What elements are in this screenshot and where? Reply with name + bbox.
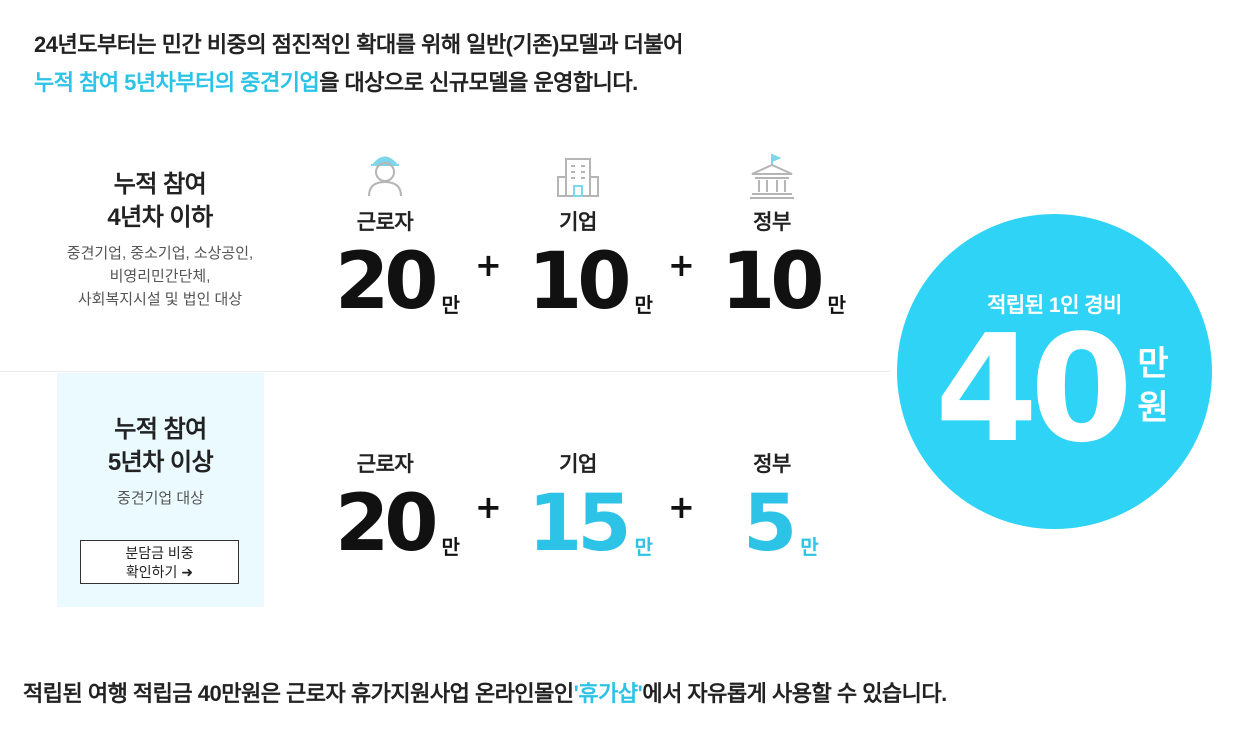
row-divider — [0, 371, 890, 372]
contribution-ratio-button-line-1: 분담금 비중 — [125, 545, 194, 561]
intro-line-2-rest: 을 대상으로 신규모델을 운영합니다. — [319, 70, 638, 95]
tier-2-company-unit: 만 — [634, 537, 653, 559]
intro-line-2: 누적 참여 5년차부터의 중견기업을 대상으로 신규모델을 운영합니다. — [34, 64, 683, 102]
tier-2-government-heading: 정부 — [753, 453, 791, 476]
plus-sign: + — [668, 488, 695, 526]
tier-1-description-line-2: 비영리민간단체, — [109, 268, 211, 285]
tier-1-company-value: 10 — [528, 237, 632, 327]
tier-2-worker-unit: 만 — [441, 537, 460, 559]
tier-2-title-line-1: 누적 참여 — [114, 416, 207, 443]
tier-1-worker-heading: 근로자 — [356, 211, 414, 234]
tier-2-description: 중견기업 대상 — [117, 490, 204, 507]
tier-1-description-line-3: 사회복지시설 및 법인 대상 — [77, 291, 243, 308]
tier-2-title-line-2: 5년차 이상 — [107, 449, 214, 476]
footer-text-before: 적립된 여행 적립금 40만원은 근로자 휴가지원사업 온라인몰인 — [23, 681, 574, 706]
tier-1-description: 중견기업, 중소기업, 소상공인, 비영리민간단체, 사회복지시설 및 법인 대… — [40, 242, 280, 311]
total-label: 적립된 1인 경비 — [987, 294, 1122, 317]
tier-1-company-heading: 기업 — [559, 211, 597, 234]
tier-1-title: 누적 참여 4년차 이하 — [40, 168, 280, 234]
tier-2-company-heading: 기업 — [559, 453, 597, 476]
tier-2-company-amount: 15 만 — [528, 484, 653, 564]
footer-highlight: '휴가샵' — [573, 681, 643, 706]
intro-line-1: 24년도부터는 민간 비중의 점진적인 확대를 위해 일반(기존)모델과 더불어 — [34, 32, 683, 57]
tier-2-title: 누적 참여 5년차 이상 — [57, 413, 264, 479]
total-unit-line-1: 만 — [1137, 345, 1169, 383]
intro-highlight: 누적 참여 5년차부터의 중견기업 — [34, 70, 320, 95]
total-unit: 만 원 — [1133, 342, 1173, 430]
tier-1-title-line-1: 누적 참여 — [113, 171, 207, 198]
tier-1-government-unit: 만 — [827, 295, 846, 317]
tier-1-worker-value: 20 — [335, 237, 439, 327]
tier-2-company-value: 15 — [528, 479, 632, 569]
tier-2-worker-amount: 20 만 — [335, 484, 460, 564]
tier-1-worker-unit: 만 — [441, 295, 460, 317]
tier-1-title-line-2: 4년차 이하 — [107, 204, 213, 231]
footer-text-after: 에서 자유롭게 사용할 수 있습니다. — [642, 681, 947, 706]
tier-1-worker-amount: 20 만 — [335, 242, 460, 322]
total-unit-line-2: 원 — [1137, 389, 1169, 427]
tier-1-label: 누적 참여 4년차 이하 중견기업, 중소기업, 소상공인, 비영리민간단체, … — [40, 168, 280, 311]
tier-2-worker-heading: 근로자 — [356, 453, 414, 476]
contribution-ratio-button[interactable]: 분담금 비중 확인하기 ➜ — [80, 540, 239, 584]
worker-person-icon — [360, 152, 410, 202]
tier-2-government-unit: 만 — [800, 537, 819, 559]
contribution-ratio-button-line-2: 확인하기 ➜ — [125, 564, 194, 580]
tier-1-government-heading: 정부 — [753, 211, 791, 234]
government-building-flag-icon — [747, 152, 797, 202]
tier-1-description-line-1: 중견기업, 중소기업, 소상공인, — [66, 245, 254, 262]
total-value: 40 — [935, 303, 1133, 475]
total-circle: 적립된 1인 경비 40 만 원 — [897, 214, 1212, 529]
footer-text: 적립된 여행 적립금 40만원은 근로자 휴가지원사업 온라인몰인'휴가샵'에서… — [23, 676, 947, 708]
intro-text: 24년도부터는 민간 비중의 점진적인 확대를 위해 일반(기존)모델과 더불어… — [34, 26, 683, 102]
plus-sign: + — [668, 246, 695, 284]
tier-1-company-unit: 만 — [634, 295, 653, 317]
tier-1-government-amount: 10 만 — [721, 242, 846, 322]
building-icon — [553, 152, 603, 202]
plus-sign: + — [475, 488, 502, 526]
tier-2-worker-value: 20 — [335, 479, 439, 569]
tier-1-government-value: 10 — [721, 237, 825, 327]
tier-2-government-value: 5 — [743, 479, 797, 569]
plus-sign: + — [475, 246, 502, 284]
tier-1-company-amount: 10 만 — [528, 242, 653, 322]
